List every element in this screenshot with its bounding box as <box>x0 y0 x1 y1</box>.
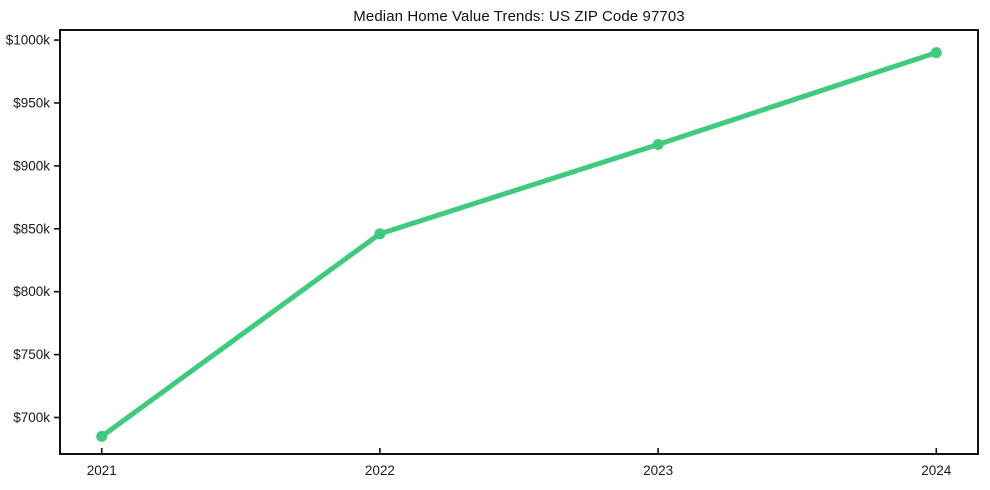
data-point-2024 <box>930 47 942 59</box>
y-axis: $700k $750k $800k $850k $900k $950k $1000k <box>6 33 60 425</box>
data-point-2022 <box>374 228 386 240</box>
chart-title: Median Home Value Trends: US ZIP Code 97… <box>353 8 685 25</box>
x-tick-label: 2024 <box>921 463 952 478</box>
y-tick-label: $800k <box>13 284 50 299</box>
y-tick-label: $1000k <box>6 33 51 48</box>
x-tick-label: 2021 <box>87 463 117 478</box>
plot-frame <box>59 29 979 455</box>
y-tick-label: $900k <box>13 158 50 173</box>
y-tick-label: $850k <box>13 221 50 236</box>
data-point-2023 <box>652 138 664 150</box>
x-tick-label: 2023 <box>643 463 673 478</box>
y-tick-label: $950k <box>13 95 50 110</box>
y-tick-label: $700k <box>13 410 50 425</box>
x-axis: 2021 2022 2023 2024 <box>87 448 952 478</box>
series-line <box>99 50 939 439</box>
y-tick-label: $750k <box>13 347 50 362</box>
data-point-2021 <box>96 430 108 442</box>
x-tick-label: 2022 <box>365 463 395 478</box>
